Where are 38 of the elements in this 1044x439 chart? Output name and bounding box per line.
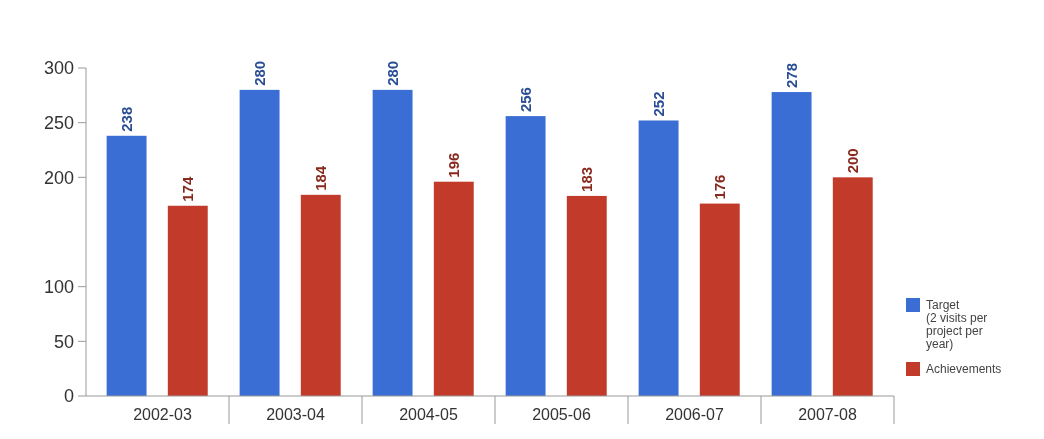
x-tick-label: 2007-08 bbox=[798, 406, 857, 423]
bar bbox=[300, 194, 341, 396]
bar bbox=[566, 195, 607, 396]
data-label: 200 bbox=[843, 148, 861, 174]
y-tick-label: 200 bbox=[43, 167, 74, 188]
data-label: 174 bbox=[178, 176, 196, 202]
data-label: 252 bbox=[649, 91, 667, 117]
bar bbox=[239, 89, 280, 396]
x-tick-label: 2006-07 bbox=[665, 406, 724, 423]
data-label: 196 bbox=[444, 152, 462, 178]
bar bbox=[433, 181, 474, 396]
data-label: 176 bbox=[710, 174, 728, 200]
legend-label: Target (2 visits per project per year) bbox=[926, 298, 988, 351]
data-label: 183 bbox=[577, 166, 595, 192]
y-tick-label: 250 bbox=[43, 112, 74, 133]
data-label: 238 bbox=[117, 106, 135, 132]
data-label: 280 bbox=[383, 60, 401, 86]
bar bbox=[106, 135, 147, 396]
bar bbox=[372, 89, 413, 396]
x-tick-label: 2004-05 bbox=[399, 406, 458, 423]
bar bbox=[505, 116, 546, 396]
x-tick-label: 2002-03 bbox=[133, 406, 192, 423]
data-label: 278 bbox=[782, 63, 800, 89]
bar bbox=[832, 177, 873, 396]
y-tick-label: 50 bbox=[53, 331, 74, 352]
bar bbox=[771, 92, 812, 396]
y-tick-label: 0 bbox=[63, 386, 74, 407]
x-tick-label: 2005-06 bbox=[532, 406, 591, 423]
bar bbox=[638, 120, 679, 396]
y-tick-label: 100 bbox=[43, 276, 74, 297]
y-tick-label: 300 bbox=[43, 58, 74, 79]
bar bbox=[167, 205, 208, 396]
bar bbox=[699, 203, 740, 396]
data-label: 184 bbox=[311, 165, 329, 191]
data-label: 256 bbox=[516, 87, 534, 113]
legend-label: Achievements bbox=[926, 362, 1002, 376]
data-label: 280 bbox=[250, 60, 268, 86]
x-tick-label: 2003-04 bbox=[266, 406, 325, 423]
